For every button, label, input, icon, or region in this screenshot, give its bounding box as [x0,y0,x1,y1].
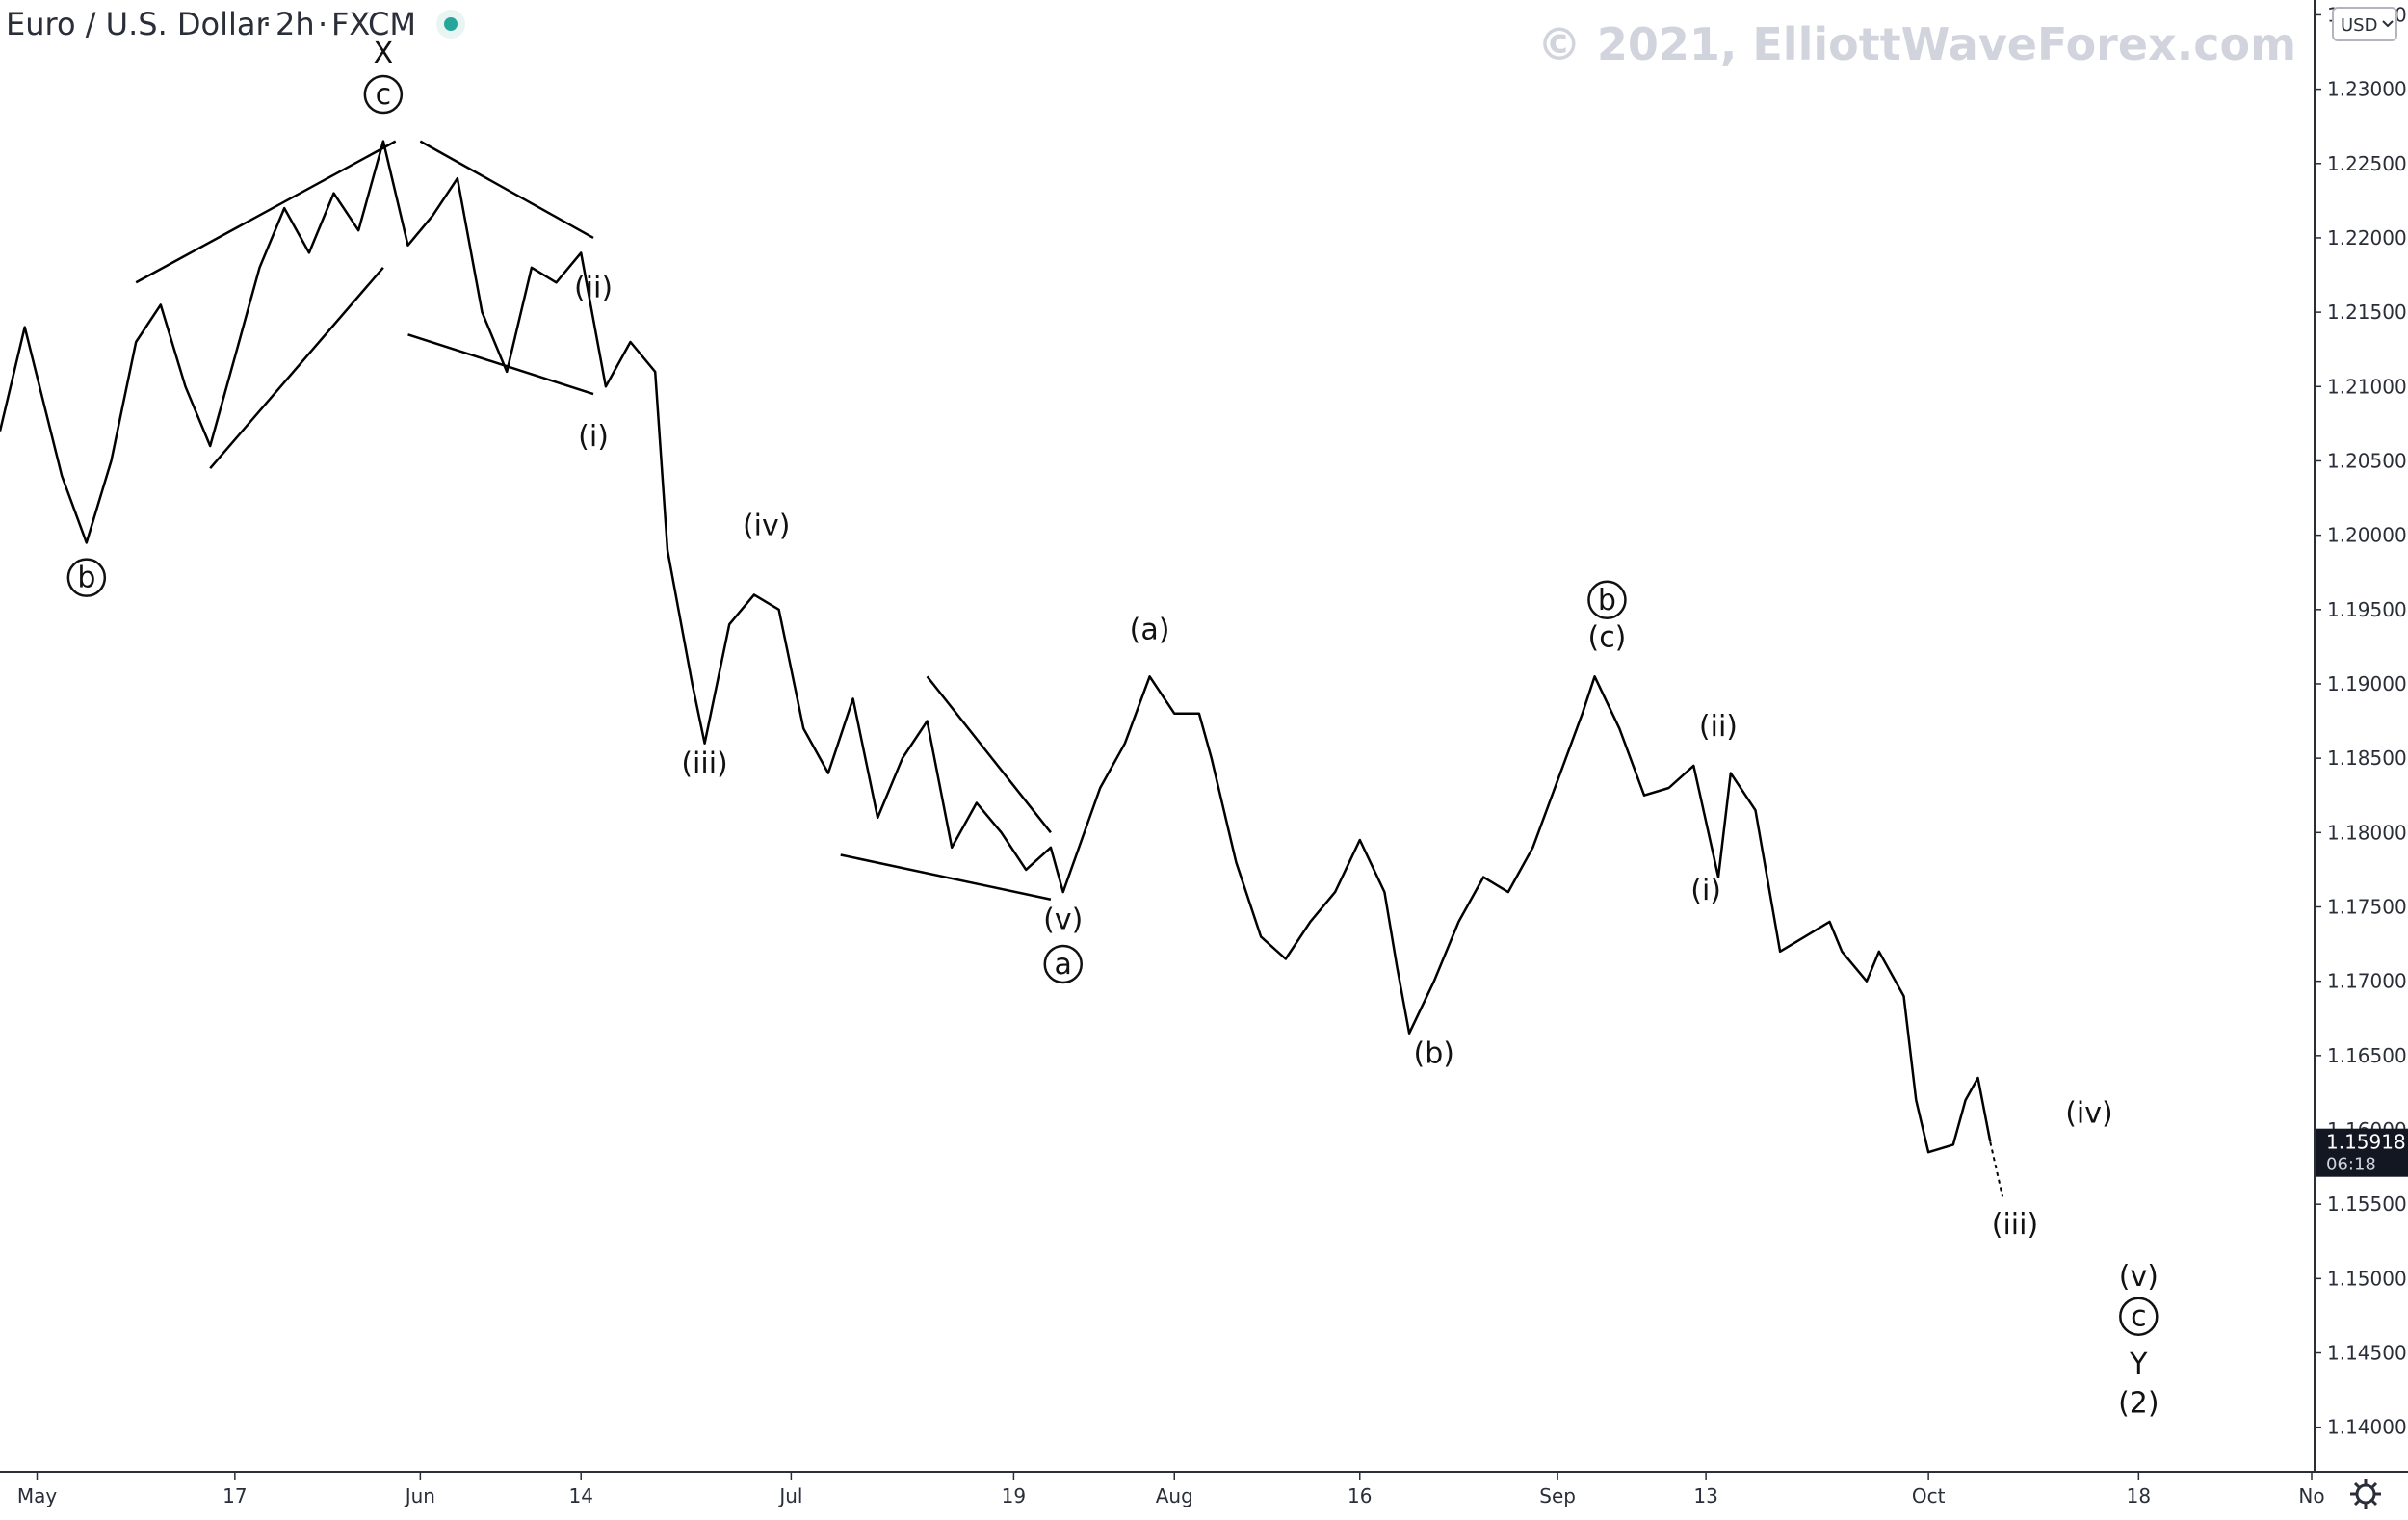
wave-label[interactable]: X [374,37,394,70]
price-tick-label: 1.19000 [2327,672,2407,695]
time-tick-label: 14 [568,1484,592,1507]
wave-label[interactable]: (ii) [1699,710,1738,744]
bar-countdown: 06:18 [2326,1155,2376,1175]
chevron-down-icon [2382,20,2394,28]
plot-area[interactable]: Xcb(ii)(i)(iv)(iii)(v)a(a)b(c)(ii)(i)(b)… [0,37,2159,1420]
wave-label[interactable]: c [2131,1300,2147,1334]
wave-label[interactable]: (i) [578,420,609,454]
wave-label[interactable]: (c) [1587,620,1626,654]
trendline[interactable] [209,267,384,469]
gear-icon[interactable] [2350,1479,2381,1509]
price-tick-label: 1.14500 [2327,1342,2407,1365]
time-tick-label: Aug [1156,1484,1193,1507]
time-tick-label: Jul [777,1484,802,1507]
time-tick-label: Sep [1539,1484,1576,1507]
wave-label[interactable]: (iv) [743,510,791,543]
last-price-value: 1.15918 [2326,1131,2406,1154]
trendline[interactable] [407,333,594,396]
wave-label-circle [1043,944,1083,984]
last-price-tag: 1.15918 06:18 [2316,1128,2408,1177]
wave-label[interactable]: c [376,78,392,112]
price-tick-label: 1.23000 [2327,78,2407,101]
price-tick-label: 1.19500 [2327,598,2407,621]
wave-label-circle [2119,1297,2159,1336]
time-axis[interactable]: May 17 Jun 14 Jul 19 Aug 16 Sep 13 Oct 18 No [17,1472,2325,1507]
watermark: © 2021, ElliottWaveForex.com [1537,18,2296,70]
price-tick-label: 1.16500 [2327,1044,2407,1067]
trendline[interactable] [419,140,594,240]
price-tick-label: 1.18500 [2327,747,2407,770]
price-tick-label: 1.15000 [2327,1267,2407,1290]
wave-label[interactable]: a [1055,948,1072,982]
price-tick-label: 1.14000 [2327,1416,2407,1439]
price-tick-label: 1.17500 [2327,895,2407,918]
wave-label-circle [66,558,107,597]
price-axis[interactable]: 1.140001.145001.150001.155001.160001.165… [2315,3,2407,1439]
trendline[interactable] [840,853,1052,902]
time-tick-label: 13 [1693,1484,1717,1507]
wave-label[interactable]: (a) [1130,614,1170,647]
wave-label[interactable]: (iii) [1992,1208,2038,1242]
wave-label-circle [1587,580,1627,620]
time-tick-label: 17 [222,1484,247,1507]
price-tick-label: 1.15500 [2327,1192,2407,1216]
wave-label[interactable]: (2) [2118,1386,2159,1420]
wave-label[interactable]: (iii) [681,747,727,781]
price-series-line [0,140,1992,1154]
wave-label[interactable]: (iv) [2065,1096,2113,1130]
trendline[interactable] [135,140,397,284]
time-tick-label: No [2298,1484,2324,1507]
time-tick-label: Jun [404,1484,435,1507]
time-tick-label: Oct [1912,1484,1946,1507]
price-tick-label: 1.17000 [2327,970,2407,993]
exchange-label: FXCM [331,6,416,42]
wave-label[interactable]: (i) [1690,874,1721,907]
currency-button[interactable]: USD [2332,7,2397,41]
time-tick-label: 18 [2127,1484,2151,1507]
header-separator: · [262,6,272,42]
time-tick-label: 16 [1348,1484,1372,1507]
interval-label[interactable]: 2h [275,6,315,42]
wave-label[interactable]: b [1598,584,1616,617]
wave-label[interactable]: (ii) [574,272,613,305]
market-status-icon [444,17,458,31]
time-tick-label: 19 [1002,1484,1026,1507]
wave-label[interactable]: (v) [1043,904,1083,937]
price-tick-label: 1.20000 [2327,524,2407,547]
price-tick-label: 1.22000 [2327,226,2407,249]
symbol-title[interactable]: Euro / U.S. Dollar [6,6,270,42]
price-tick-label: 1.21500 [2327,301,2407,324]
wave-label-circle [363,74,404,115]
trendline[interactable] [926,675,1052,834]
projection-line [1989,1141,2004,1197]
price-tick-label: 1.21000 [2327,375,2407,398]
header-separator: · [318,6,327,42]
currency-label: USD [2341,15,2377,36]
wave-label[interactable]: b [77,562,95,595]
wave-label[interactable]: (v) [2119,1260,2159,1294]
price-tick-label: 1.22500 [2327,152,2407,175]
price-tick-label: 1.18000 [2327,821,2407,844]
price-tick-label: 1.20500 [2327,449,2407,472]
wave-label[interactable]: Y [2129,1348,2148,1381]
time-tick-label: May [17,1484,58,1507]
wave-label[interactable]: (b) [1414,1037,1454,1071]
